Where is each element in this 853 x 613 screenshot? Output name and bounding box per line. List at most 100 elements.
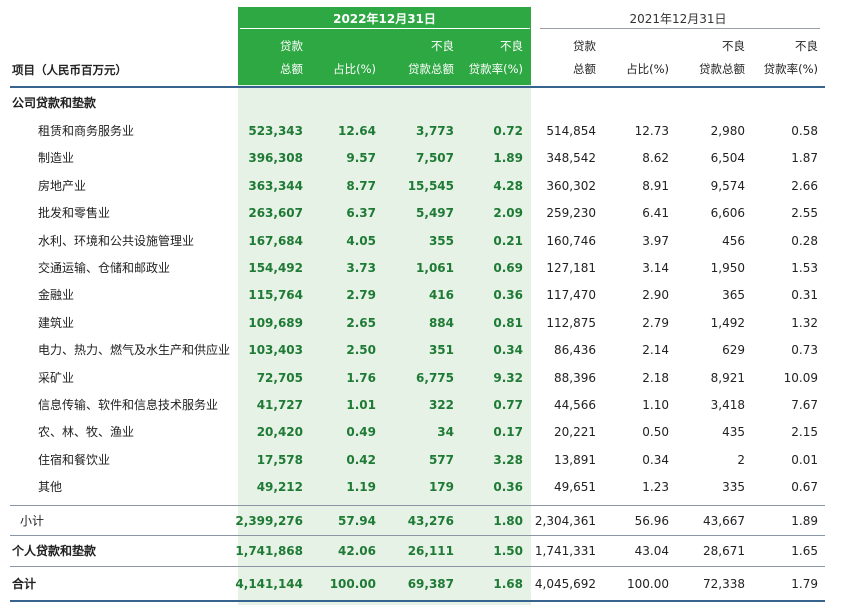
header-col-prev-2-line1: 不良 [722,39,745,53]
header-col-cur-0-line2: 总额 [280,62,303,76]
section-personal-loans: 个人贷款和垫款 [12,544,97,558]
total-row-cur-value: 100.00 [329,577,376,591]
industry-row-cur-value: 0.42 [346,453,376,467]
industry-row-label: 其他 [38,480,63,494]
industry-row-cur-value: 2.50 [346,343,376,357]
header-col-prev-3-line2: 贷款率(%) [763,62,818,76]
industry-row-cur-value: 577 [428,453,454,467]
industry-row-cur-value: 396,308 [248,151,303,165]
industry-row-cur-value: 179 [428,480,454,494]
industry-row-cur-value: 0.72 [493,124,523,138]
item-column-label: 项目（人民币百万元） [12,63,127,77]
personal-row-cur-value: 1,741,868 [235,544,303,558]
header-col-cur-3-line2: 贷款率(%) [468,62,523,76]
current-period-header [238,7,531,85]
industry-row-cur-value: 263,607 [248,206,303,220]
industry-row-prev-value: 2.79 [642,316,669,330]
industry-row-cur-value: 523,343 [248,124,303,138]
personal-row-cur-value: 1.50 [493,544,523,558]
total-row-prev-value: 1.79 [791,577,818,591]
industry-row-prev-value: 2,980 [710,124,745,138]
industry-row-prev-value: 1.53 [791,261,818,275]
industry-row-prev-value: 88,396 [554,371,596,385]
industry-row-prev-value: 8.91 [642,179,669,193]
industry-row-cur-value: 72,705 [256,371,303,385]
subtotal-row-prev-value: 2,304,361 [534,514,596,528]
subtotal-row-prev-value: 43,667 [703,514,745,528]
industry-row-label: 农、林、牧、渔业 [38,425,135,439]
industry-row-prev-value: 2 [737,453,745,467]
header-col-cur-3-line1: 不良 [500,39,523,53]
industry-row-prev-value: 44,566 [554,398,596,412]
industry-row-prev-value: 6,606 [710,206,745,220]
industry-row-prev-value: 2.14 [642,343,669,357]
industry-row-prev-value: 1,492 [710,316,745,330]
industry-row-label: 批发和零售业 [38,206,111,220]
industry-row-label: 水利、环境和公共设施管理业 [38,234,195,248]
industry-row-cur-value: 1.89 [493,151,523,165]
header-col-prev-0-line1: 贷款 [573,39,596,53]
industry-row-cur-value: 351 [428,343,454,357]
subtotal-row-prev-value: 1.89 [791,514,818,528]
header-bottom-rule [10,86,825,88]
header-col-prev-2-line2: 贷款总额 [699,62,745,76]
personal-bottom-rule [10,566,825,567]
industry-row-prev-value: 7.67 [791,398,818,412]
industry-row-prev-value: 8,921 [710,371,745,385]
industry-row-prev-value: 12.73 [634,124,669,138]
industry-row-cur-value: 2.79 [346,288,376,302]
industry-row-prev-value: 2.55 [791,206,818,220]
industry-row-cur-value: 154,492 [248,261,303,275]
industry-row-cur-value: 0.17 [493,425,523,439]
total-row-prev-value: 4,045,692 [534,577,596,591]
industry-row-cur-value: 17,578 [256,453,303,467]
industry-row-prev-value: 6,504 [710,151,745,165]
subtotal-row-cur-value: 2,399,276 [235,514,303,528]
total-row-cur-value: 4,141,144 [235,577,303,591]
industry-row-cur-value: 167,684 [248,234,303,248]
industry-row-prev-value: 0.50 [642,425,669,439]
industry-row-cur-value: 6,775 [416,371,454,385]
industry-row-prev-value: 360,302 [546,179,596,193]
total-row-prev-value: 100.00 [627,577,669,591]
personal-row-prev-value: 43.04 [634,544,669,558]
industry-row-cur-value: 884 [428,316,454,330]
header-col-cur-2-line2: 贷款总额 [408,62,454,76]
industry-row-cur-value: 0.81 [493,316,523,330]
industry-row-prev-value: 86,436 [554,343,596,357]
industry-row-cur-value: 1.19 [346,480,376,494]
industry-row-cur-value: 363,344 [248,179,303,193]
header-col-prev-3-line1: 不良 [795,39,818,53]
subtotal-row-cur-value: 57.94 [338,514,376,528]
personal-row-cur-value: 42.06 [338,544,376,558]
industry-row-label: 电力、热力、燃气及水生产和供应业 [38,343,231,357]
industry-row-prev-value: 0.58 [791,124,818,138]
industry-row-label: 采矿业 [38,371,75,385]
industry-row-cur-value: 4.28 [493,179,523,193]
header-divider-previous [540,28,820,29]
industry-row-prev-value: 2.90 [642,288,669,302]
industry-row-prev-value: 9,574 [710,179,745,193]
industry-row-prev-value: 1.23 [642,480,669,494]
corporate-bottom-rule [10,505,825,506]
industry-row-prev-value: 629 [722,343,745,357]
industry-row-prev-value: 2.15 [791,425,818,439]
industry-row-cur-value: 6.37 [346,206,376,220]
subtotal-row-prev-value: 56.96 [634,514,669,528]
industry-row-label: 信息传输、软件和信息技术服务业 [38,398,219,412]
period-previous-label: 2021年12月31日 [629,12,727,26]
industry-row-prev-value: 127,181 [546,261,596,275]
industry-row-cur-value: 355 [428,234,454,248]
industry-row-cur-value: 20,420 [256,425,303,439]
industry-row-prev-value: 335 [722,480,745,494]
header-col-cur-1-line2: 占比(%) [333,62,376,76]
industry-row-prev-value: 0.31 [791,288,818,302]
industry-row-cur-value: 49,212 [256,480,303,494]
header-col-prev-0-line2: 总额 [573,62,596,76]
header-divider-current [240,28,530,29]
personal-row-prev-value: 28,671 [703,544,745,558]
industry-row-cur-value: 0.49 [346,425,376,439]
industry-row-prev-value: 1.32 [791,316,818,330]
industry-row-prev-value: 112,875 [546,316,596,330]
section-subtotal: 小计 [20,514,45,528]
